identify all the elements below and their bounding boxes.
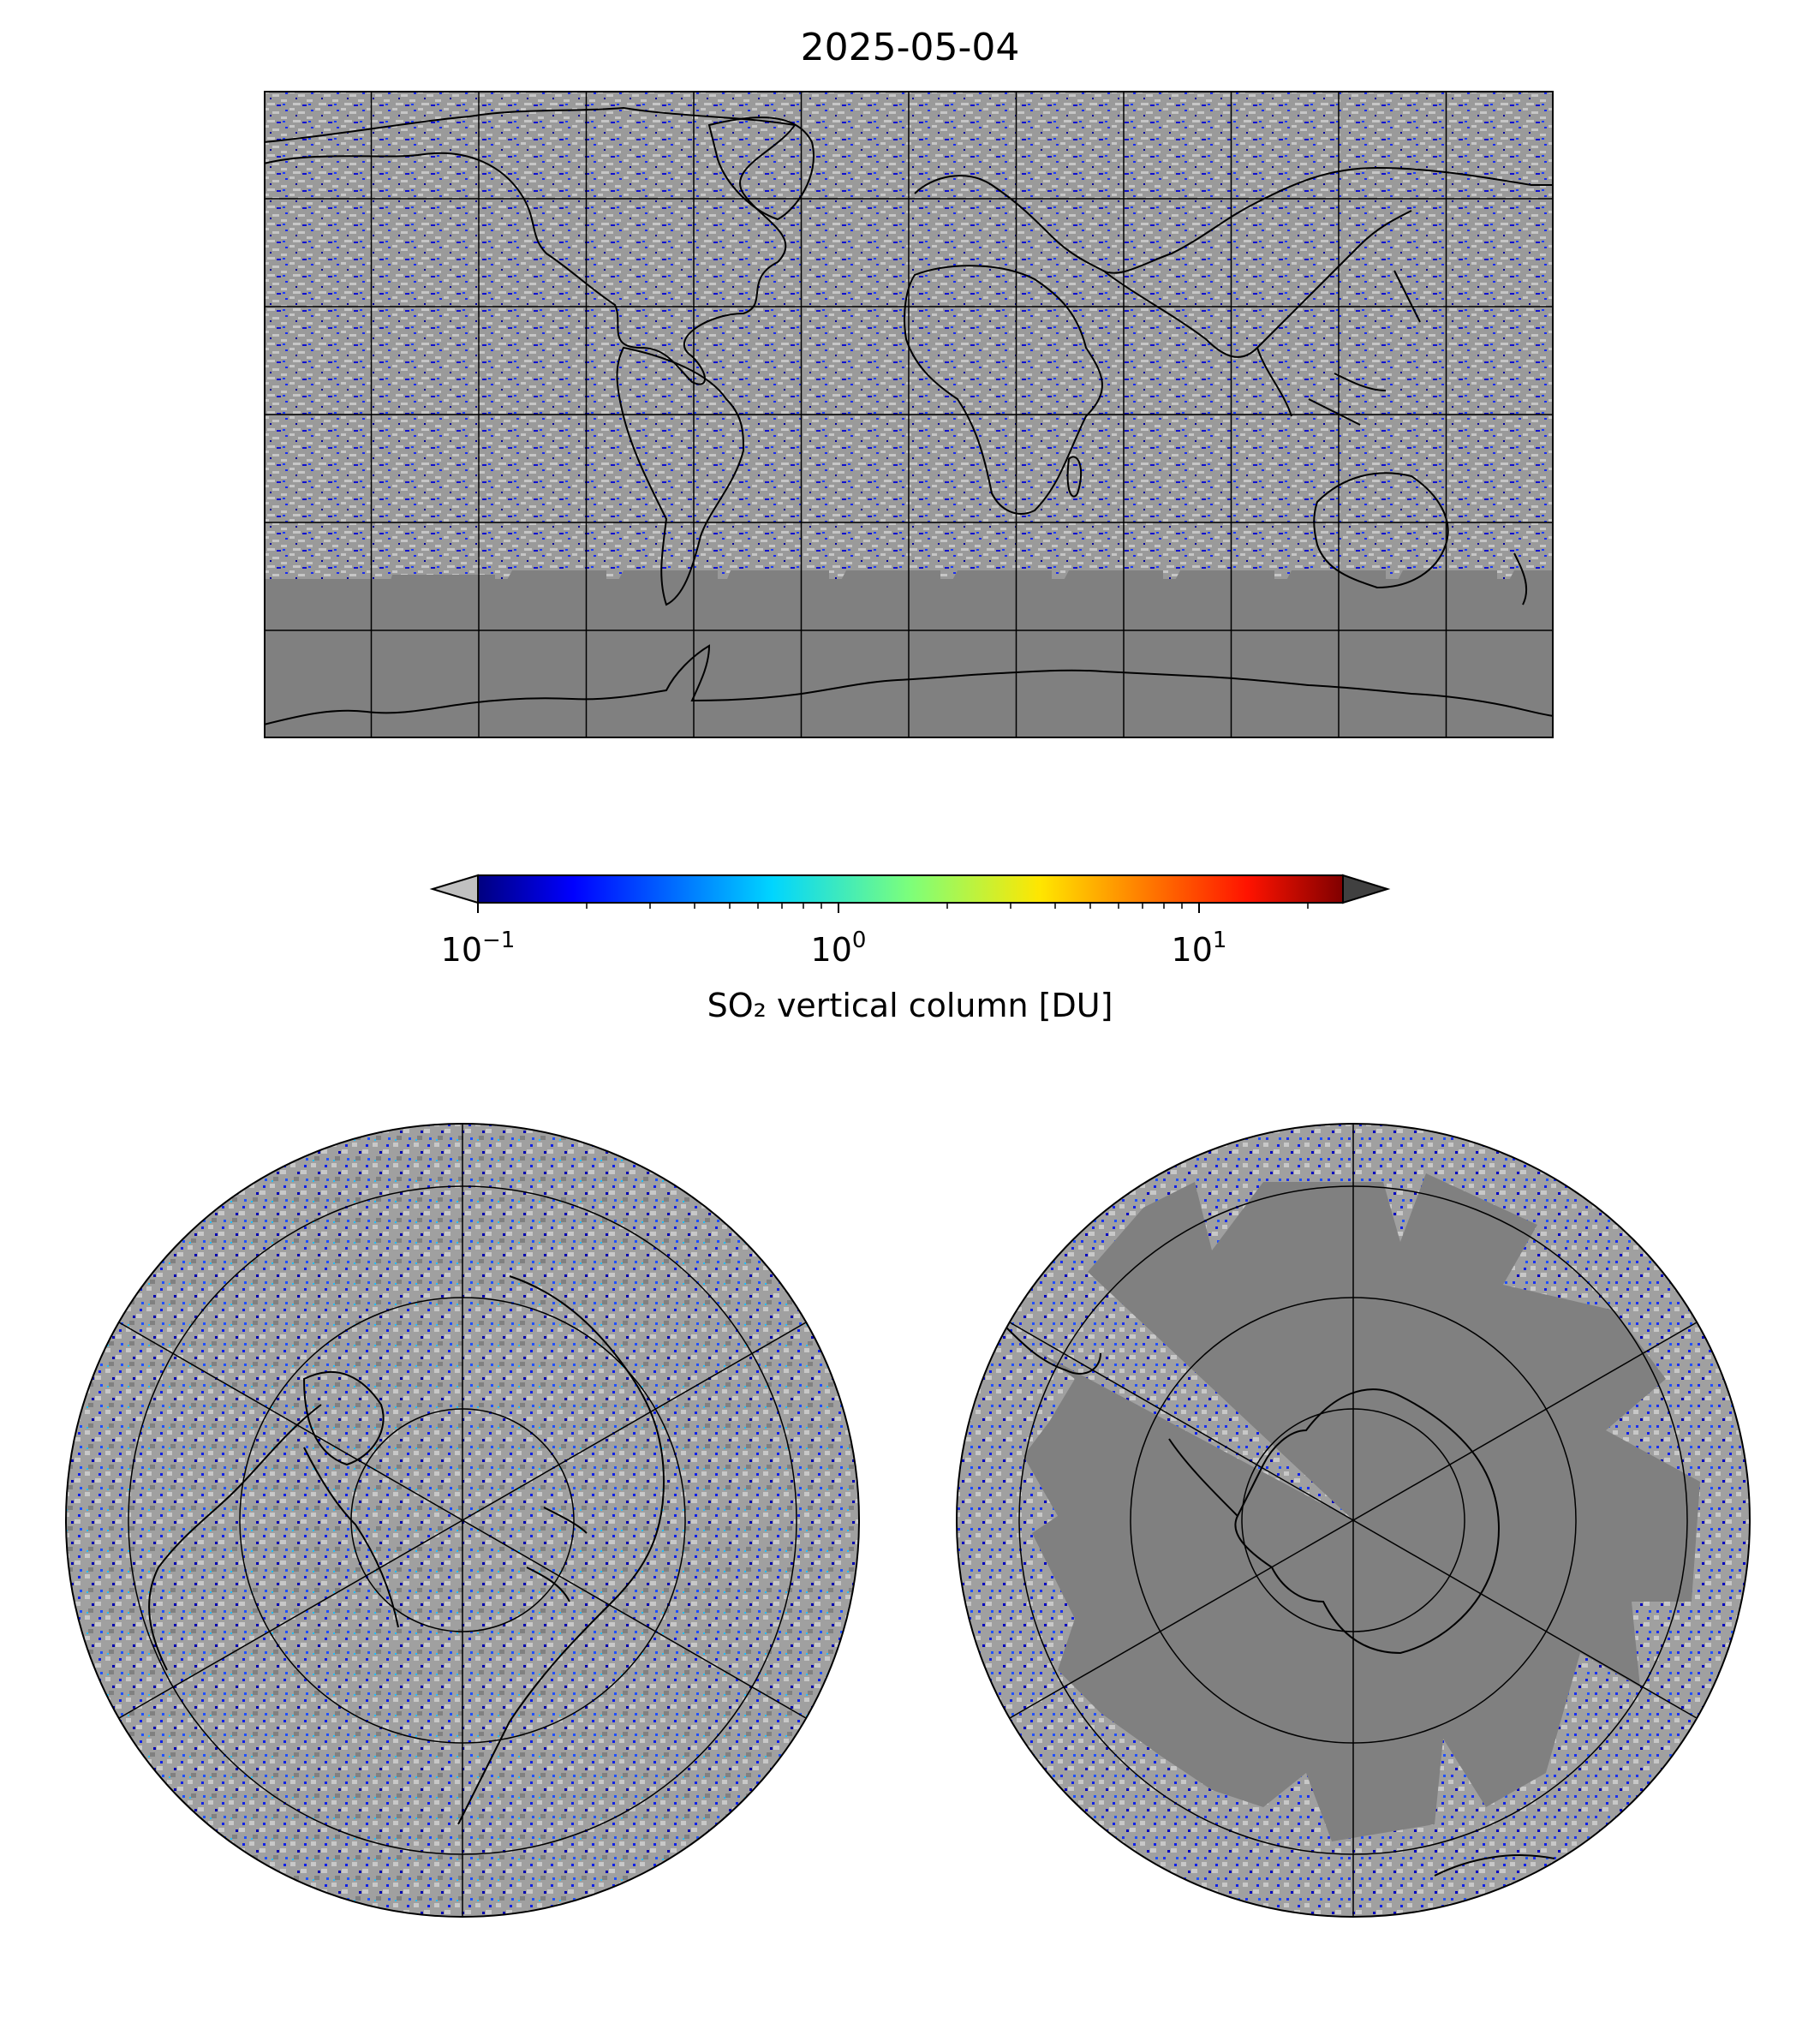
south-polar-map (956, 1123, 1751, 1918)
colorbar-major-ticks (477, 903, 1200, 913)
figure-title: 2025-05-04 (800, 26, 1020, 69)
tick-label-1: 100 (811, 928, 867, 969)
colorbar-tick-labels: 10−1 100 101 (441, 928, 1227, 969)
new-zealand-coast (1513, 552, 1528, 606)
africa-coast (904, 265, 1103, 515)
colorbar-minor-ticks (586, 903, 1309, 909)
north-boundary (65, 1123, 860, 1918)
global-map (264, 91, 1554, 738)
europe-coast (914, 166, 1554, 274)
antarctic-peninsula-outline (1168, 1438, 1238, 1517)
greenland-coast (707, 116, 815, 221)
australia-coast (1313, 472, 1449, 589)
north-polar-map (65, 1123, 860, 1918)
south-america-tip-outline (1005, 1327, 1101, 1375)
eurasia-outline (457, 1275, 665, 1825)
map-frame (264, 91, 1554, 738)
south-graticule (1009, 1124, 1698, 1917)
japan-coast (1393, 270, 1421, 323)
colorbar-label: SO₂ vertical column [DU] (707, 987, 1113, 1024)
colorbar-gradient (477, 874, 1344, 904)
north-america-outline (148, 1404, 399, 1671)
colorbar-extend-low (429, 874, 479, 904)
asia-coast (1102, 210, 1412, 358)
tick-label-0.1: 10−1 (441, 928, 516, 969)
south-america-coast (616, 346, 745, 606)
australia-outline (1434, 1854, 1555, 1877)
graticule (264, 91, 1554, 738)
north-graticule (118, 1124, 807, 1917)
madagascar-coast (1066, 456, 1083, 498)
asia-islands-outline (526, 1507, 588, 1602)
south-boundary (956, 1123, 1751, 1918)
tick-label-10: 101 (1172, 928, 1227, 969)
colorbar-extend-high (1342, 874, 1391, 904)
colorbar: 10−1 100 101 (429, 874, 1391, 969)
